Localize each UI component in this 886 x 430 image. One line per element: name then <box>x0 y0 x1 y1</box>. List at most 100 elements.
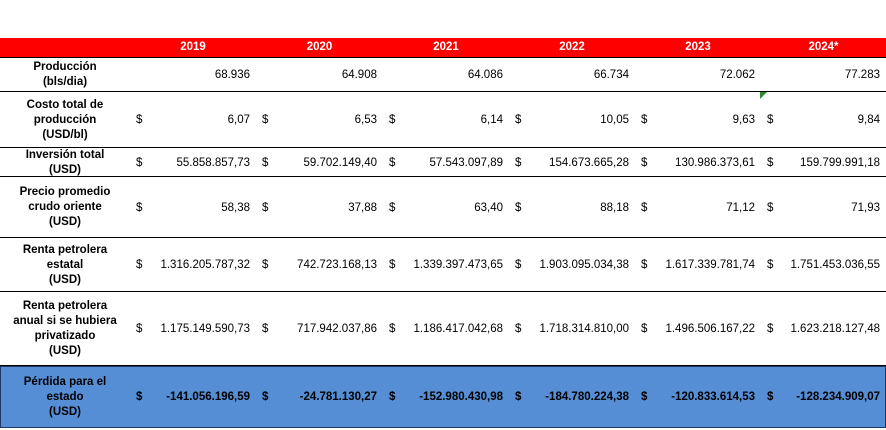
label-line: Precio promedio <box>19 186 111 198</box>
label-line: estatal <box>46 258 84 271</box>
currency-symbol: $ <box>136 201 143 214</box>
currency-symbol: $ <box>136 391 143 403</box>
currency-symbol: $ <box>767 114 774 126</box>
row-label: Producción (bls/dia) <box>0 57 130 92</box>
label-line: privatizado <box>34 330 96 342</box>
label-line: crudo oriente <box>28 201 102 213</box>
currency-symbol: $ <box>767 391 774 403</box>
currency-symbol: $ <box>262 391 269 403</box>
currency-symbol: $ <box>767 259 774 271</box>
value: 6,53 <box>354 114 377 126</box>
label-line: producción <box>33 113 97 126</box>
label-line: Pérdida para el <box>23 375 107 388</box>
currency-symbol: $ <box>641 323 648 335</box>
currency-symbol: $ <box>641 156 648 169</box>
value-cell: $6,53 <box>256 92 383 148</box>
value-cell: $1.617.339.781,74 <box>635 238 761 292</box>
value-cell: $159.799.991,18 <box>761 148 886 177</box>
value-cell: $1.316.205.787,32 <box>130 238 256 292</box>
currency-symbol: $ <box>641 391 648 403</box>
value-cell: $55.858.857,73 <box>130 148 256 177</box>
currency-symbol: $ <box>641 201 648 214</box>
label-line: Renta petrolera <box>22 300 108 312</box>
row-label: Pérdida para el estado (USD) <box>0 366 130 428</box>
value: 717.942.037,86 <box>297 323 377 335</box>
value: -184.780.224,38 <box>545 391 629 403</box>
value-cell: $37,88 <box>256 177 383 238</box>
value-cell: $ -120.833.614,53 <box>635 366 761 428</box>
value-cell: $130.986.373,61 <box>635 148 761 177</box>
value-cell: $ -141.056.196,59 <box>130 366 256 428</box>
value: 71,12 <box>726 201 755 214</box>
value-cell: $71,12 <box>635 177 761 238</box>
value-cell: $1.496.506.167,22 <box>635 292 761 366</box>
value: 1.903.095.034,38 <box>539 259 629 271</box>
currency-symbol: $ <box>767 156 774 169</box>
label-line: (USD) <box>49 405 81 418</box>
row-border <box>0 91 886 92</box>
value: 64.908 <box>341 68 377 81</box>
year-header: 2022 <box>509 38 635 57</box>
year-header: 2020 <box>256 38 383 57</box>
currency-symbol: $ <box>262 201 269 214</box>
currency-symbol: $ <box>767 201 774 214</box>
value: 10,05 <box>600 114 629 126</box>
value: 1.186.417.042,68 <box>413 323 503 335</box>
value-cell: $1.175.149.590,73 <box>130 292 256 366</box>
row-border <box>0 237 886 238</box>
value: 1.751.453.036,55 <box>790 259 880 271</box>
value-cell: $ -184.780.224,38 <box>509 366 635 428</box>
value-cell: $ -128.234.909,07 <box>761 366 886 428</box>
value-cell: 68.936 <box>130 57 256 92</box>
value: 1.718.314.810,00 <box>539 323 629 335</box>
value: 1.617.339.781,74 <box>665 259 755 271</box>
label-line: estado <box>46 390 84 403</box>
currency-symbol: $ <box>767 323 774 335</box>
currency-symbol: $ <box>136 114 143 126</box>
row-label: Precio promedio crudo oriente (USD) <box>0 177 130 238</box>
value: 64.086 <box>467 68 503 81</box>
value-cell: $88,18 <box>509 177 635 238</box>
value-cell: $717.942.037,86 <box>256 292 383 366</box>
value-cell: $57.543.097,89 <box>383 148 509 177</box>
row-border <box>0 147 886 148</box>
currency-symbol: $ <box>515 201 522 214</box>
label-line: (bls/dia) <box>42 75 88 88</box>
currency-symbol: $ <box>515 259 522 271</box>
row-border <box>0 176 886 177</box>
value-cell: 66.734 <box>509 57 635 92</box>
header-border <box>0 57 886 58</box>
value: 154.673.665,28 <box>549 156 629 169</box>
value-cell: $63,40 <box>383 177 509 238</box>
value: 1.496.506.167,22 <box>665 323 755 335</box>
value: 88,18 <box>600 201 629 214</box>
value-cell: $1.339.397.473,65 <box>383 238 509 292</box>
year-header: 2023 <box>635 38 761 57</box>
highlight-row <box>0 366 886 428</box>
label-line: (USD) <box>49 216 81 228</box>
label-line: (USD) <box>49 273 81 286</box>
label-line: anual si se hubiera <box>13 315 117 327</box>
value-cell: $1.186.417.042,68 <box>383 292 509 366</box>
value: 57.543.097,89 <box>429 156 503 169</box>
value-cell: $1.903.095.034,38 <box>509 238 635 292</box>
value: 63,40 <box>474 201 503 214</box>
value: -152.980.430,98 <box>419 391 503 403</box>
value: 55.858.857,73 <box>176 156 250 169</box>
value: -24.781.130,27 <box>299 391 377 403</box>
currency-symbol: $ <box>389 259 396 271</box>
value-cell: 64.086 <box>383 57 509 92</box>
value: 6,07 <box>227 114 250 126</box>
value: 77.283 <box>844 68 880 81</box>
currency-symbol: $ <box>389 323 396 335</box>
value-cell: $6,07 <box>130 92 256 148</box>
currency-symbol: $ <box>389 114 396 126</box>
value: -141.056.196,59 <box>166 391 250 403</box>
value-cell: $154.673.665,28 <box>509 148 635 177</box>
label-line: (USD) <box>49 163 81 176</box>
currency-symbol: $ <box>641 259 648 271</box>
value: 59.702.149,40 <box>303 156 377 169</box>
value: 1.316.205.787,32 <box>160 259 250 271</box>
value: 71,93 <box>851 201 880 214</box>
